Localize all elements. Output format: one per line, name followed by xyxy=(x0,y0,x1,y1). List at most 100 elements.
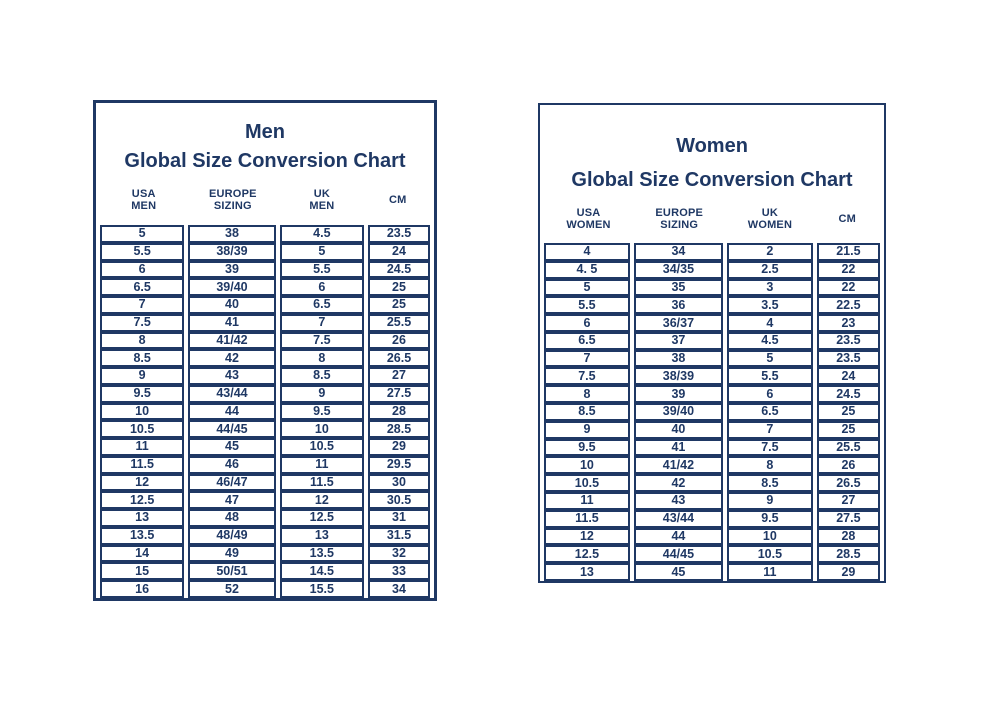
size-cell: 8 xyxy=(100,331,185,350)
table-row: 5 35 3 22 xyxy=(544,278,880,297)
size-cell: 13.5 xyxy=(100,526,185,545)
size-cell: 12.5 xyxy=(100,491,185,509)
size-cell: 4 xyxy=(544,243,630,261)
size-cell: 9 xyxy=(726,491,813,510)
size-cell: 36 xyxy=(633,296,723,315)
size-cell: 8.5 xyxy=(726,474,813,492)
women-col-header-europe: EUROPE SIZING xyxy=(633,207,725,231)
size-cell: 24.5 xyxy=(816,385,880,404)
size-cell: 25 xyxy=(816,420,880,439)
size-cell: 41/42 xyxy=(633,456,723,475)
size-cell: 23.5 xyxy=(816,349,880,368)
size-cell: 11.5 xyxy=(279,473,364,492)
size-cell: 5.5 xyxy=(279,260,364,279)
size-cell: 49 xyxy=(188,544,276,563)
size-cell: 24 xyxy=(367,242,430,261)
table-row: 6 36/37 4 23 xyxy=(544,314,880,332)
table-row: 8 41/42 7.5 26 xyxy=(100,331,430,350)
size-cell: 9.5 xyxy=(726,509,813,528)
table-row: 12.5 44/45 10.5 28.5 xyxy=(544,545,880,564)
size-cell: 46 xyxy=(188,455,276,474)
size-cell: 27 xyxy=(367,367,430,385)
women-size-table: 4 34 2 21.5 4. 5 34/35 2.5 22 5 35 3 22 5.5 36 3.5 22.5… xyxy=(540,243,884,581)
size-cell: 38/39 xyxy=(188,242,276,261)
size-cell: 14.5 xyxy=(279,562,364,580)
size-cell: 40 xyxy=(633,420,723,439)
size-cell: 34 xyxy=(367,580,430,598)
header-label: UK xyxy=(313,188,331,200)
size-cell: 13 xyxy=(279,526,364,545)
size-cell: 6.5 xyxy=(100,278,185,296)
table-row: 9 43 8.5 27 xyxy=(100,367,430,385)
size-cell: 41/42 xyxy=(188,331,276,350)
size-cell: 5 xyxy=(726,349,813,368)
size-cell: 3 xyxy=(726,278,813,297)
size-cell: 22 xyxy=(816,278,880,297)
table-row: 4. 5 34/35 2.5 22 xyxy=(544,260,880,279)
size-cell: 7.5 xyxy=(544,367,630,386)
size-cell: 28 xyxy=(367,402,430,421)
size-cell: 10.5 xyxy=(279,438,364,456)
size-cell: 39/40 xyxy=(188,278,276,296)
table-row: 13 45 11 29 xyxy=(544,563,880,581)
size-cell: 11.5 xyxy=(544,509,630,528)
table-row: 10.5 42 8.5 26.5 xyxy=(544,474,880,492)
size-cell: 28 xyxy=(816,527,880,546)
size-cell: 25.5 xyxy=(367,313,430,332)
size-cell: 25.5 xyxy=(816,438,880,457)
size-cell: 9.5 xyxy=(100,384,185,403)
size-cell: 11 xyxy=(726,563,813,581)
size-cell: 10.5 xyxy=(726,545,813,564)
size-cell: 8.5 xyxy=(100,349,185,367)
table-row: 9 40 7 25 xyxy=(544,420,880,439)
women-chart-title: Women xyxy=(676,135,748,157)
size-cell: 30.5 xyxy=(367,491,430,509)
size-cell: 52 xyxy=(188,580,276,598)
table-row: 11 45 10.5 29 xyxy=(100,438,430,456)
table-row: 7.5 38/39 5.5 24 xyxy=(544,367,880,386)
header-label: MEN xyxy=(131,200,157,212)
size-cell: 13 xyxy=(544,563,630,581)
size-cell: 10.5 xyxy=(100,420,185,438)
men-table-header-row: USA MEN EUROPE SIZING UK MEN CM xyxy=(96,188,434,212)
size-cell: 31 xyxy=(367,509,430,527)
size-cell: 6.5 xyxy=(544,331,630,350)
size-cell: 43 xyxy=(188,367,276,385)
size-cell: 44/45 xyxy=(188,420,276,438)
size-cell: 44 xyxy=(188,402,276,421)
header-label: SIZING xyxy=(660,219,699,231)
men-col-header-cm: CM xyxy=(366,188,430,212)
size-cell: 46/47 xyxy=(188,473,276,492)
size-cell: 35 xyxy=(633,278,723,297)
size-cell: 45 xyxy=(188,438,276,456)
size-cell: 29 xyxy=(816,563,880,581)
header-label: WOMEN xyxy=(566,219,611,231)
header-label: EUROPE xyxy=(208,188,257,200)
table-row: 4 34 2 21.5 xyxy=(544,243,880,261)
table-row: 7 40 6.5 25 xyxy=(100,296,430,314)
size-cell: 34/35 xyxy=(633,260,723,279)
men-size-chart: Men Global Size Conversion Chart USA MEN… xyxy=(93,100,437,601)
size-cell: 38 xyxy=(633,349,723,368)
men-col-header-europe: EUROPE SIZING xyxy=(187,188,278,212)
size-cell: 32 xyxy=(367,544,430,563)
size-cell: 45 xyxy=(633,563,723,581)
table-row: 9.5 41 7.5 25.5 xyxy=(544,438,880,457)
size-cell: 5 xyxy=(279,242,364,261)
size-cell: 31.5 xyxy=(367,526,430,545)
size-cell: 25 xyxy=(367,296,430,314)
size-cell: 6.5 xyxy=(726,403,813,421)
size-cell: 11 xyxy=(279,455,364,474)
size-cell: 7 xyxy=(726,420,813,439)
size-cell: 2 xyxy=(726,243,813,261)
size-cell: 47 xyxy=(188,491,276,509)
size-cell: 21.5 xyxy=(816,243,880,261)
size-cell: 10 xyxy=(544,456,630,475)
men-col-header-uk: UK MEN xyxy=(278,188,365,212)
table-row: 12.5 47 12 30.5 xyxy=(100,491,430,509)
size-cell: 11 xyxy=(100,438,185,456)
women-size-chart: Women Global Size Conversion Chart USA W… xyxy=(538,103,886,583)
size-cell: 5 xyxy=(544,278,630,297)
size-cell: 37 xyxy=(633,331,723,350)
